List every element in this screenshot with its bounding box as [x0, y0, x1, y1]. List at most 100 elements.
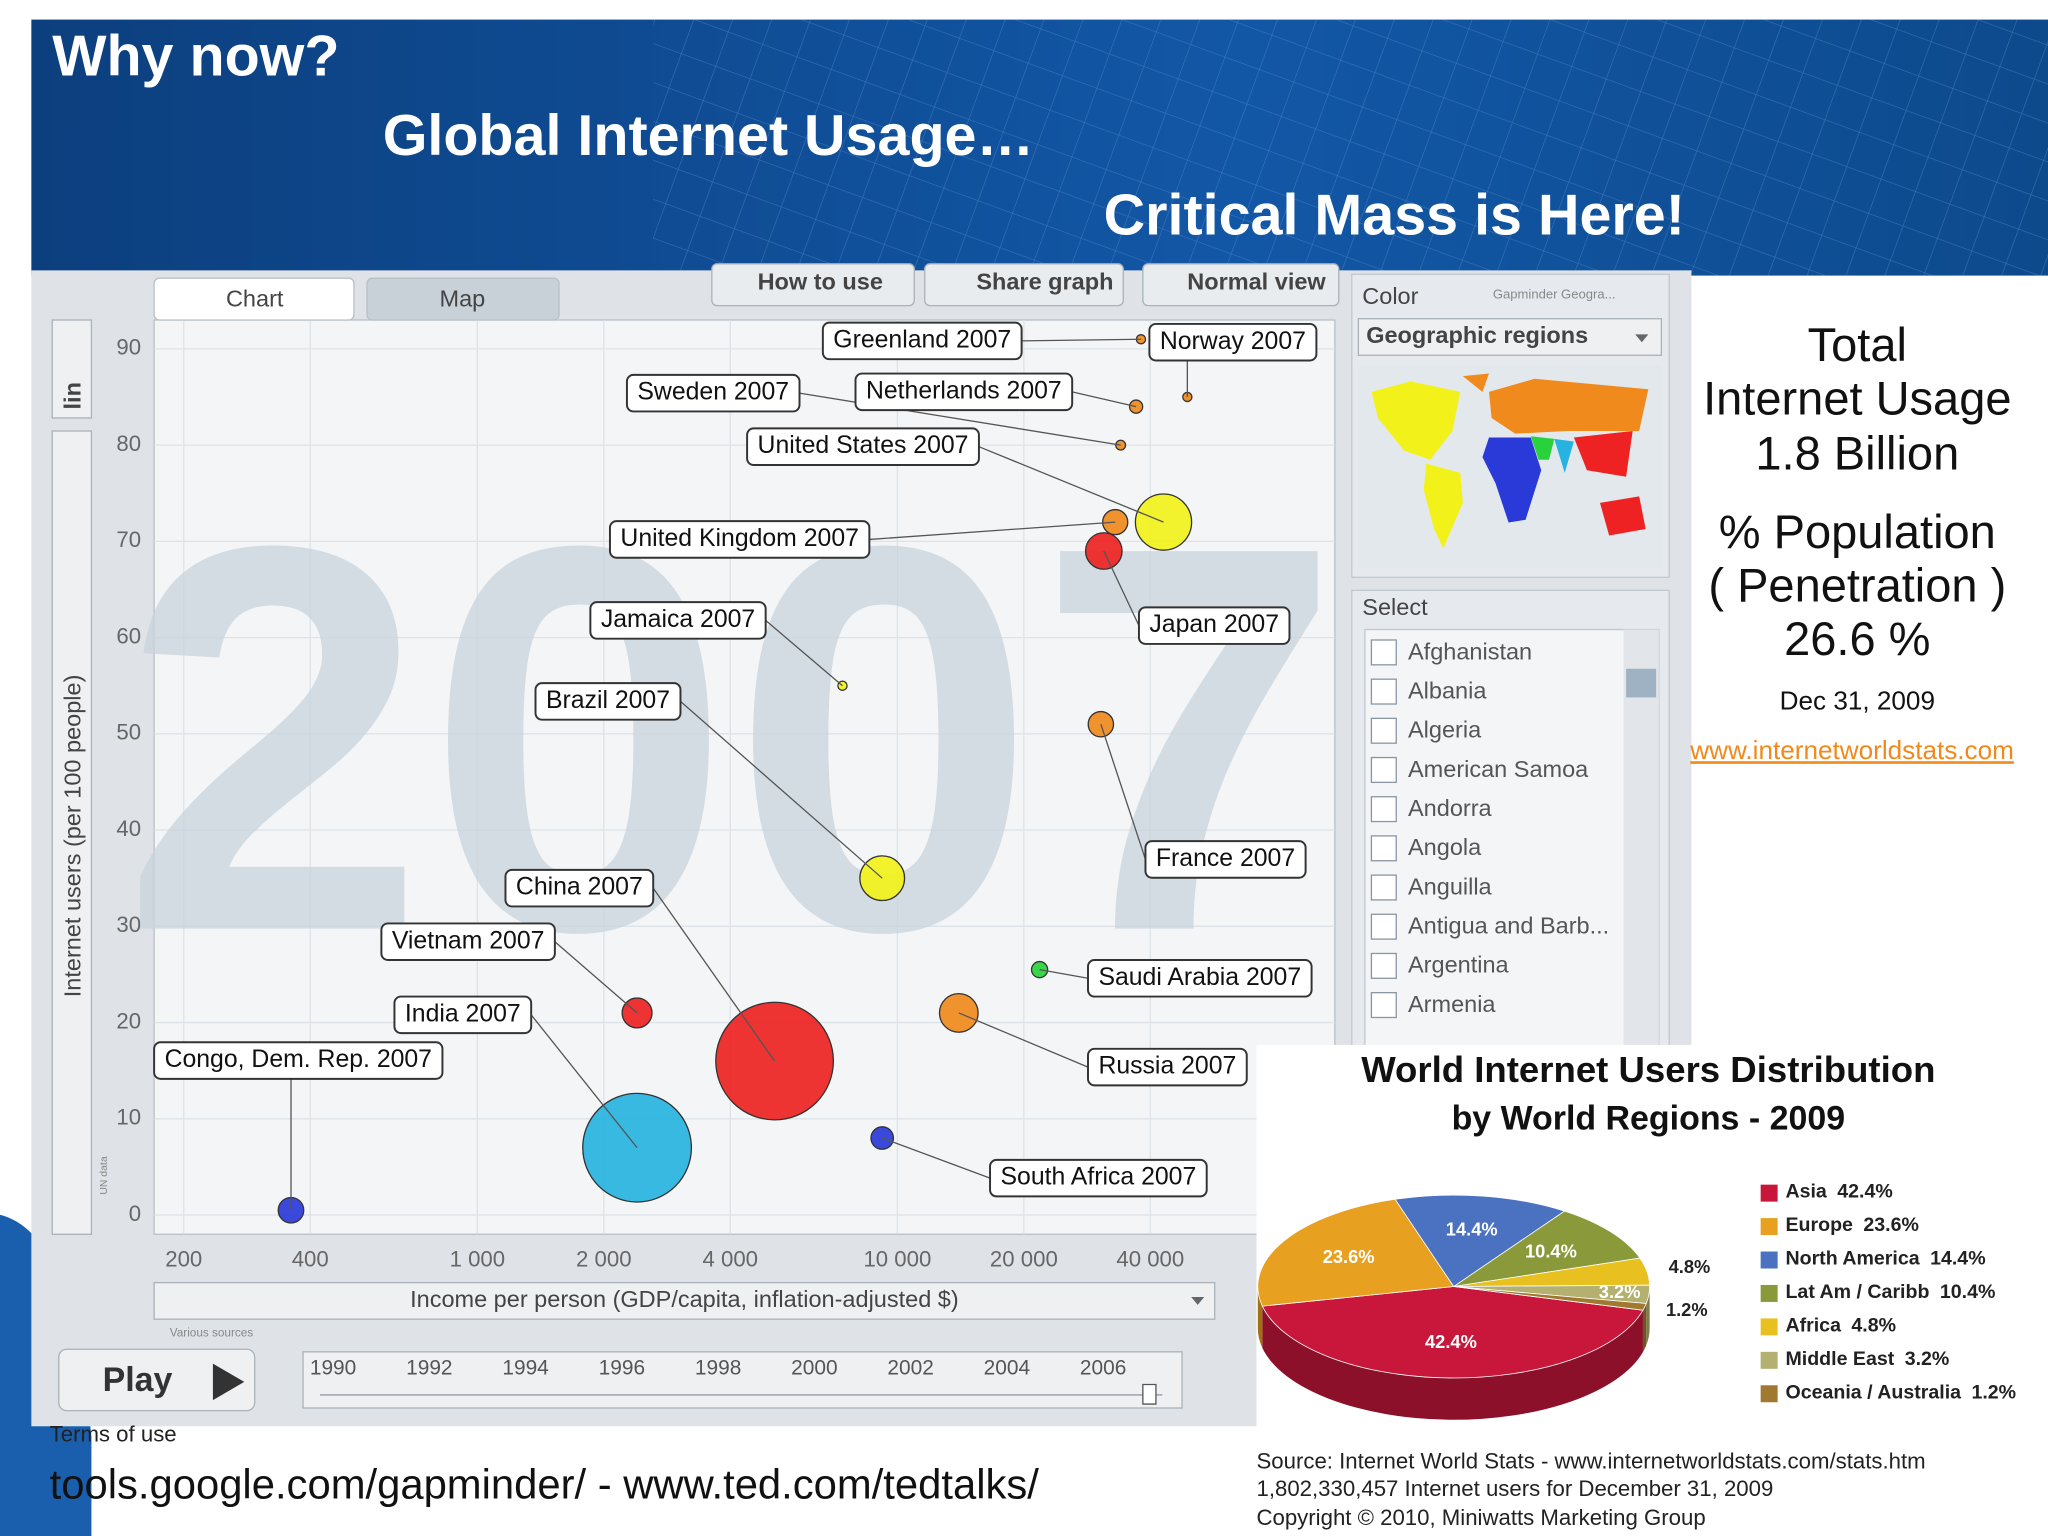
pie-slice [1453, 1210, 1641, 1287]
normal-view-button[interactable] [1142, 263, 1340, 307]
select-panel-title: Select [1362, 594, 1428, 620]
country-option[interactable]: American Samoa [1408, 756, 1589, 782]
source-note: Various sources [170, 1327, 253, 1340]
timeline-handle[interactable] [1142, 1383, 1157, 1405]
checkbox[interactable] [1370, 835, 1397, 862]
map-region [1600, 496, 1646, 536]
legend-value: 1.2% [1971, 1381, 2016, 1403]
country-option[interactable]: Antigua and Barb... [1408, 913, 1609, 939]
leader-line [1103, 550, 1140, 626]
leader-line [1039, 968, 1089, 979]
scroll-thumb[interactable] [1626, 668, 1657, 698]
map-region [1554, 438, 1574, 473]
label-box [393, 995, 533, 1035]
label-box [1144, 840, 1307, 879]
bubble[interactable] [621, 997, 653, 1029]
bubble[interactable] [582, 1092, 693, 1203]
country-option[interactable]: Anguilla [1408, 873, 1493, 899]
timeline[interactable] [302, 1351, 1183, 1409]
scrollbar[interactable] [1623, 629, 1659, 1051]
checkbox[interactable] [1370, 796, 1397, 823]
leader-line [554, 941, 638, 1014]
terms-link[interactable]: Terms of use [50, 1421, 177, 1446]
tab-map[interactable] [366, 277, 560, 321]
timeline-year: 2000 [791, 1356, 837, 1379]
y-axis-label: Internet users (per 100 people) [60, 675, 86, 998]
label-text: Greenland 2007 [833, 326, 1011, 353]
label-text: India 2007 [405, 1000, 521, 1027]
label-box [608, 520, 871, 559]
bubble[interactable] [1084, 532, 1123, 570]
y-tick-label: 0 [129, 1201, 141, 1226]
pie-slice [1261, 1286, 1644, 1379]
leader-line [958, 1012, 1089, 1068]
play-button[interactable] [58, 1348, 256, 1412]
y-tick-label: 90 [116, 335, 141, 360]
header-line: Global Internet Usage… [383, 104, 1034, 168]
pie-title: World Internet Users Distribution [1361, 1049, 1935, 1090]
x-axis-selector[interactable] [153, 1281, 1216, 1320]
checkbox[interactable] [1370, 756, 1397, 784]
country-option[interactable]: Argentina [1408, 952, 1510, 978]
pie-value-label: 3.2% [1599, 1281, 1641, 1302]
checkbox[interactable] [1370, 874, 1397, 901]
bubble[interactable] [1115, 439, 1127, 451]
y-tick-label: 70 [116, 527, 141, 552]
how-to-use-button[interactable] [711, 263, 915, 307]
checkbox[interactable] [1370, 678, 1397, 705]
leader-line [1100, 724, 1147, 860]
country-label: France 2007 [1100, 724, 1307, 879]
tab-label: Chart [226, 286, 284, 312]
label-text: Saudi Arabia 2007 [1098, 964, 1301, 991]
leader-line [978, 446, 1164, 523]
color-panel-source: Gapminder Geogra... [1493, 287, 1616, 302]
country-option[interactable]: Algeria [1408, 717, 1482, 743]
y-tick-label: 80 [116, 431, 141, 456]
timeline-year: 1994 [502, 1356, 548, 1379]
stats-line: % Population [1719, 505, 1996, 558]
bubble[interactable] [1102, 508, 1129, 536]
country-label: China 2007 [504, 868, 776, 1062]
leader-line [1021, 338, 1141, 342]
leader-line [869, 521, 1116, 541]
map-region [1482, 437, 1542, 523]
stats-link[interactable]: www.internetworldstats.com [1689, 735, 2014, 765]
tab-chart[interactable] [153, 277, 355, 321]
legend-swatch [1760, 1218, 1778, 1236]
map-region [1573, 431, 1633, 477]
bubble[interactable] [938, 992, 979, 1033]
x-tick-label: 2 000 [576, 1246, 632, 1271]
pie-value-label: 10.4% [1525, 1240, 1577, 1261]
share-graph-button[interactable] [924, 263, 1124, 307]
stats-line: ( Penetration ) [1708, 558, 2006, 611]
country-option[interactable]: Andorra [1408, 795, 1493, 821]
scale-toggle[interactable] [51, 319, 93, 419]
country-label: Greenland 2007 [821, 321, 1141, 361]
stats-line: 26.6 % [1784, 612, 1930, 665]
legend-swatch [1760, 1184, 1778, 1202]
y-axis-selector[interactable] [51, 430, 93, 1235]
tab-label: Map [440, 286, 486, 312]
leader-line [799, 392, 1121, 446]
label-box [504, 868, 655, 908]
checkbox[interactable] [1370, 717, 1397, 744]
checkbox[interactable] [1370, 991, 1397, 1019]
country-label: Jamaica 2007 [589, 601, 843, 687]
color-dropdown[interactable] [1357, 318, 1663, 356]
checkbox[interactable] [1370, 913, 1397, 940]
country-option[interactable]: Angola [1408, 834, 1482, 860]
label-text: Sweden 2007 [637, 379, 789, 406]
legend-value: 14.4% [1930, 1248, 1986, 1270]
country-option[interactable]: Afghanistan [1408, 638, 1532, 664]
legend-swatch [1760, 1385, 1778, 1403]
legend-name: Lat Am / Caribb [1785, 1281, 1929, 1303]
bubble[interactable] [715, 1001, 835, 1121]
label-text: Netherlands 2007 [866, 377, 1062, 404]
map-region [1488, 378, 1649, 434]
checkbox[interactable] [1370, 639, 1397, 666]
pie-value-label: 42.4% [1425, 1331, 1477, 1352]
country-option[interactable]: Armenia [1408, 991, 1496, 1017]
checkbox[interactable] [1370, 952, 1397, 979]
country-option[interactable]: Albania [1408, 677, 1487, 703]
y-tick-label: 30 [116, 912, 141, 937]
